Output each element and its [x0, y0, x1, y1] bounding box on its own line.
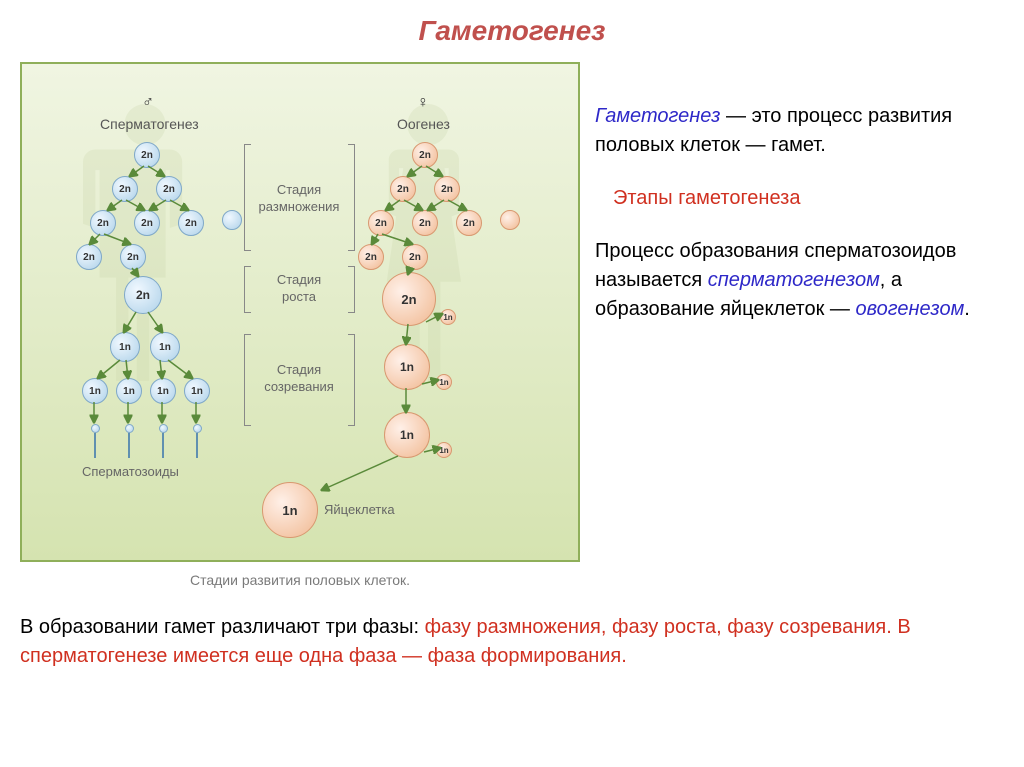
gametogenesis-diagram: ♂ ♀ Сперматогенез Оогенез Стадия размнож…: [20, 62, 580, 562]
definition-paragraph: Гаметогенез — это процесс развития полов…: [595, 102, 1004, 160]
diagram-caption: Стадии развития половых клеток.: [20, 572, 580, 588]
term-ovogenesis: овогенезом: [855, 298, 964, 320]
page-title: Гаметогенез: [20, 15, 1004, 47]
term-gametogenesis: Гаметогенез: [595, 105, 720, 127]
arrows-overlay: [22, 64, 582, 564]
stages-heading: Этапы гаметогенеза: [613, 184, 1004, 213]
bottom-paragraph: В образовании гамет различают три фазы: …: [20, 613, 1004, 671]
term-spermatogenesis: сперматогенезом: [708, 269, 880, 291]
processes-paragraph: Процесс образования сперматозоидов назыв…: [595, 237, 1004, 324]
text-panel: Гаметогенез — это процесс развития полов…: [595, 62, 1004, 608]
